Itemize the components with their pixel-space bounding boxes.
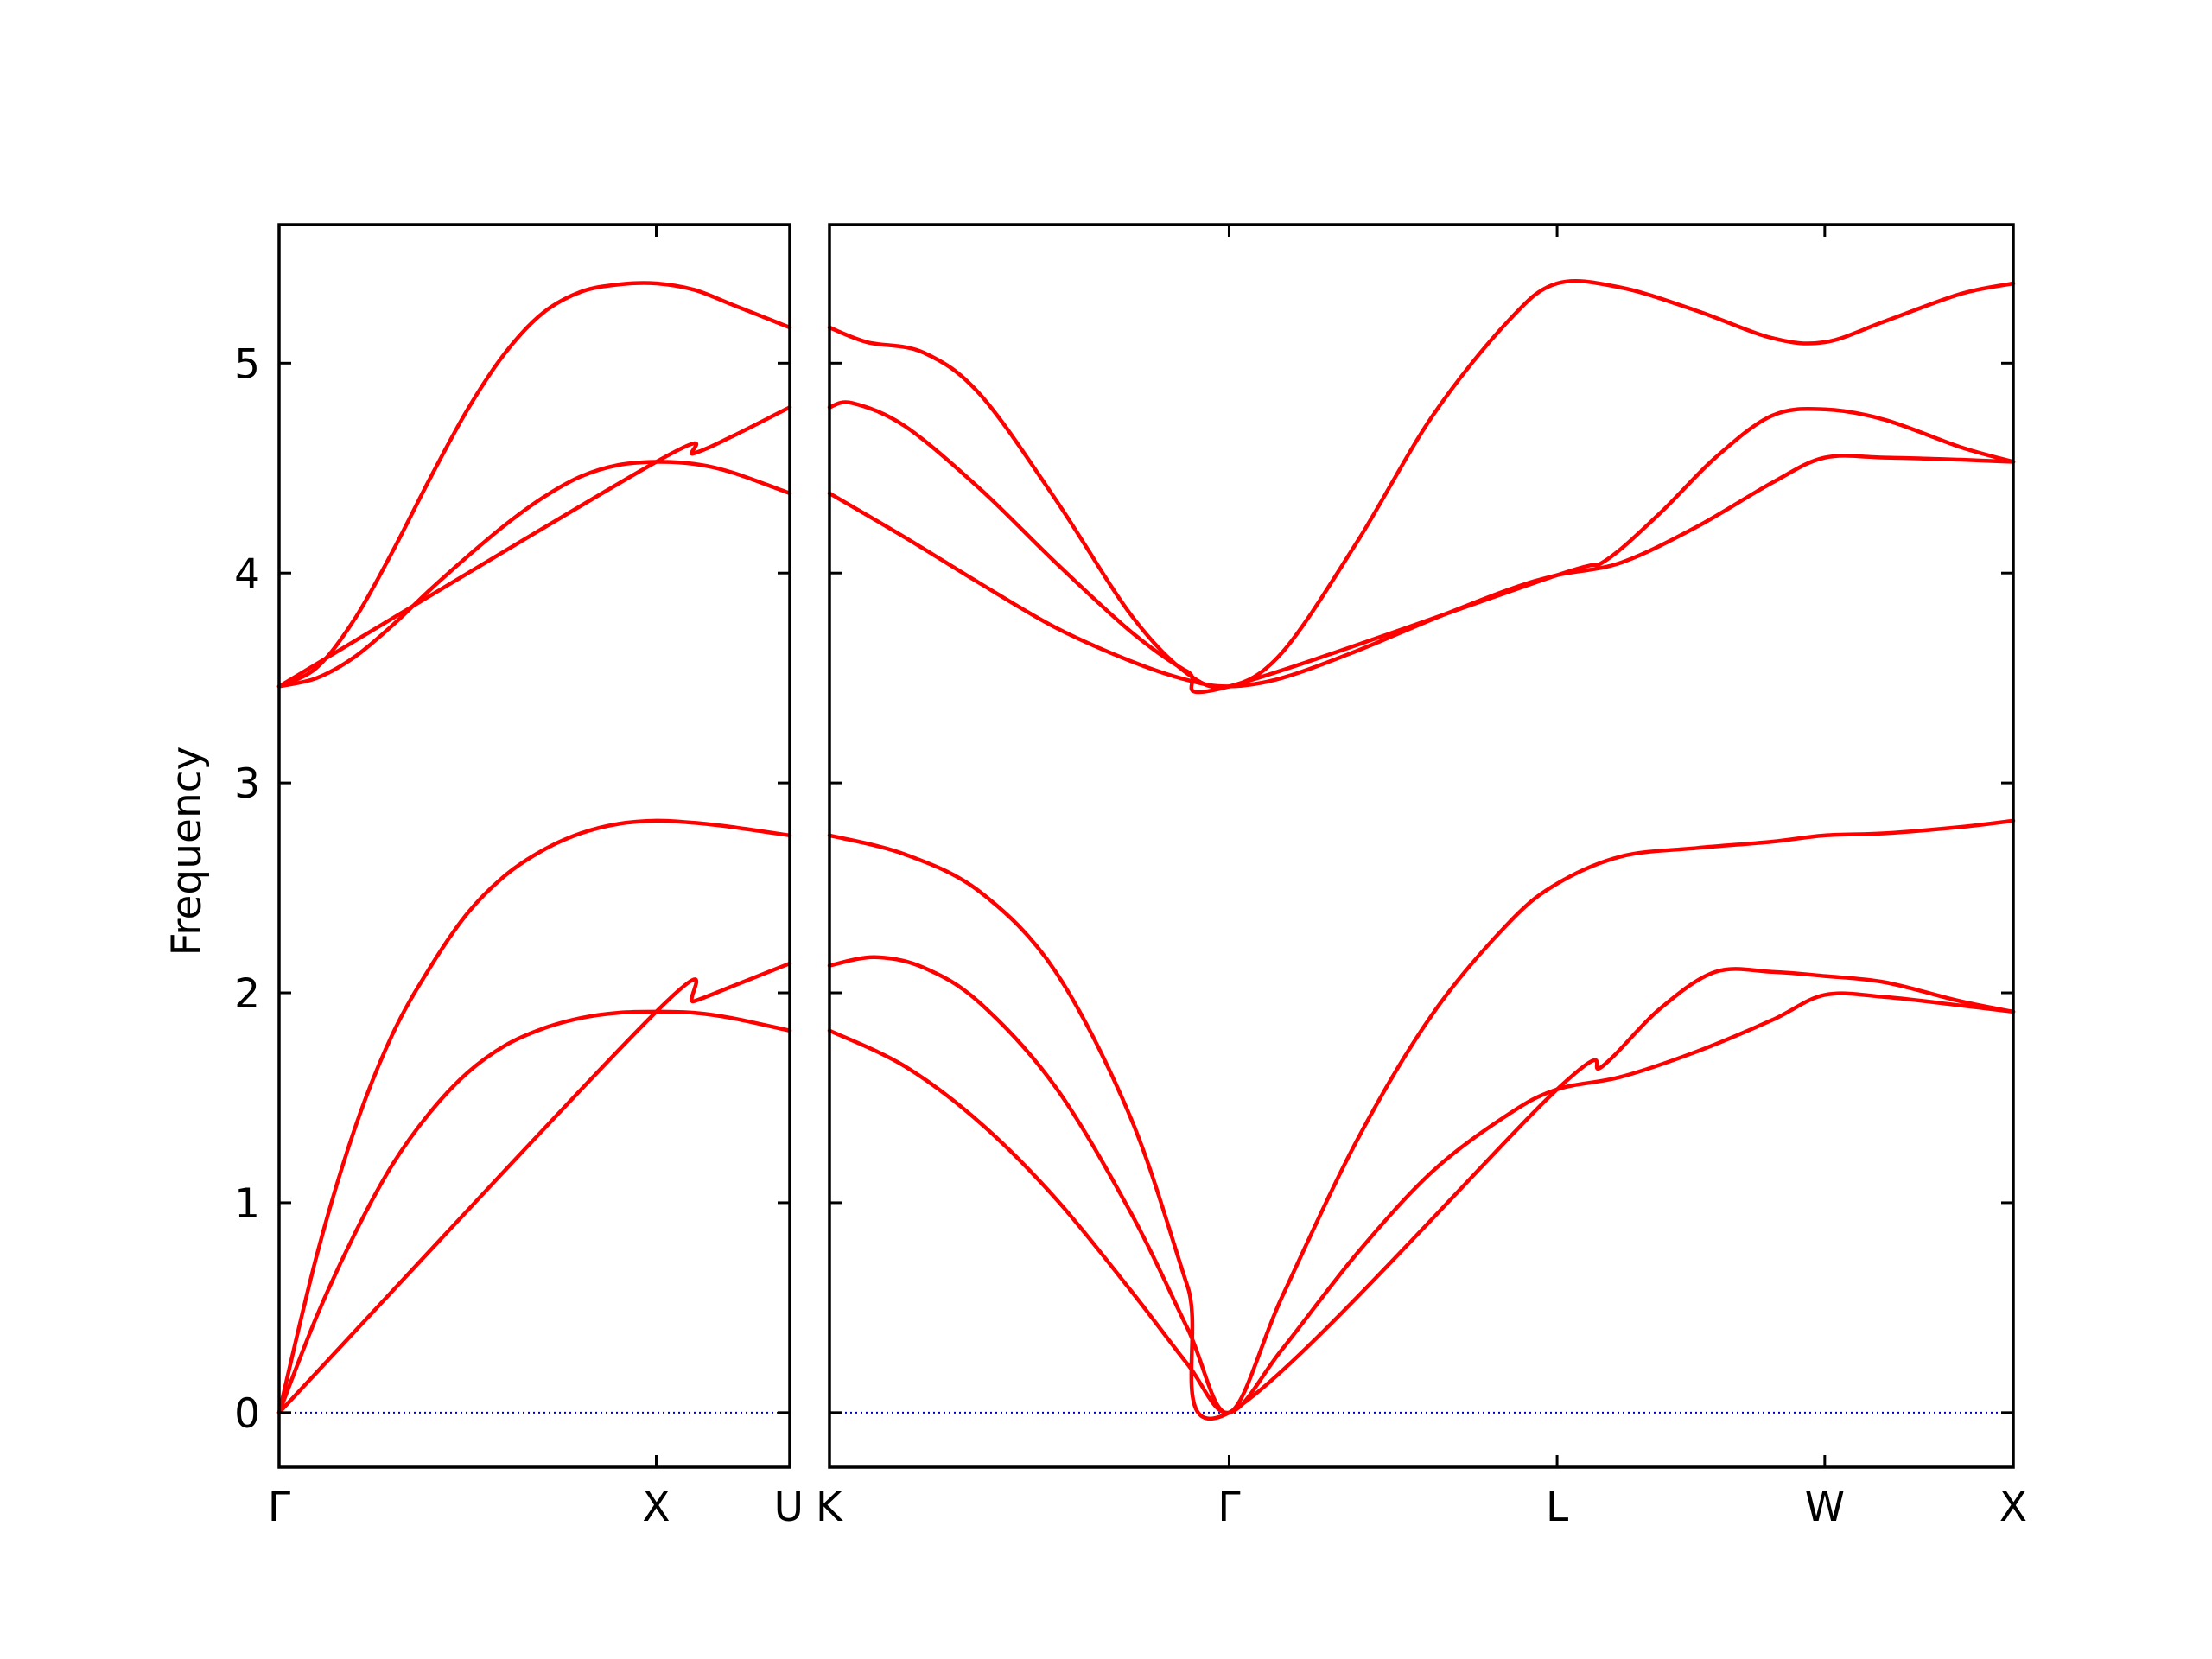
- y-axis-label: Frequency: [163, 747, 211, 957]
- band-line-4: [827, 454, 2016, 689]
- x-tick-label: W: [1805, 1484, 1845, 1531]
- y-tick-label: 0: [234, 1390, 260, 1438]
- y-tick-label: 2: [234, 970, 260, 1018]
- y-tick-label: 3: [234, 760, 260, 808]
- band-line-3: [276, 961, 792, 1415]
- y-tick-label: 1: [234, 1180, 260, 1228]
- band-line-5: [276, 281, 792, 689]
- plot-frame: [277, 223, 791, 1469]
- band-line-6: [276, 405, 792, 689]
- band-line-2: [827, 818, 2016, 1415]
- x-tick-label: Γ: [268, 1484, 290, 1531]
- band-line-4: [276, 460, 792, 689]
- x-tick-label: U: [774, 1484, 804, 1531]
- band-line-1: [276, 1009, 792, 1415]
- band-line-6: [827, 278, 2016, 690]
- x-tick-label: X: [642, 1484, 670, 1531]
- y-tick-label: 5: [234, 340, 260, 388]
- band-line-3: [827, 833, 2016, 1421]
- x-tick-label: X: [1999, 1484, 2027, 1531]
- y-tick-label: 4: [234, 550, 260, 598]
- x-tick-label: Γ: [1217, 1484, 1240, 1531]
- band-line-5: [827, 400, 2016, 695]
- x-tick-label: L: [1546, 1484, 1568, 1531]
- left-panel: 0 1 2 3 4 5 Γ X U: [234, 223, 804, 1531]
- x-tick-label: K: [816, 1484, 843, 1531]
- band-line-2: [276, 818, 792, 1415]
- plot-frame: [828, 223, 2015, 1469]
- band-line-1: [827, 991, 2016, 1415]
